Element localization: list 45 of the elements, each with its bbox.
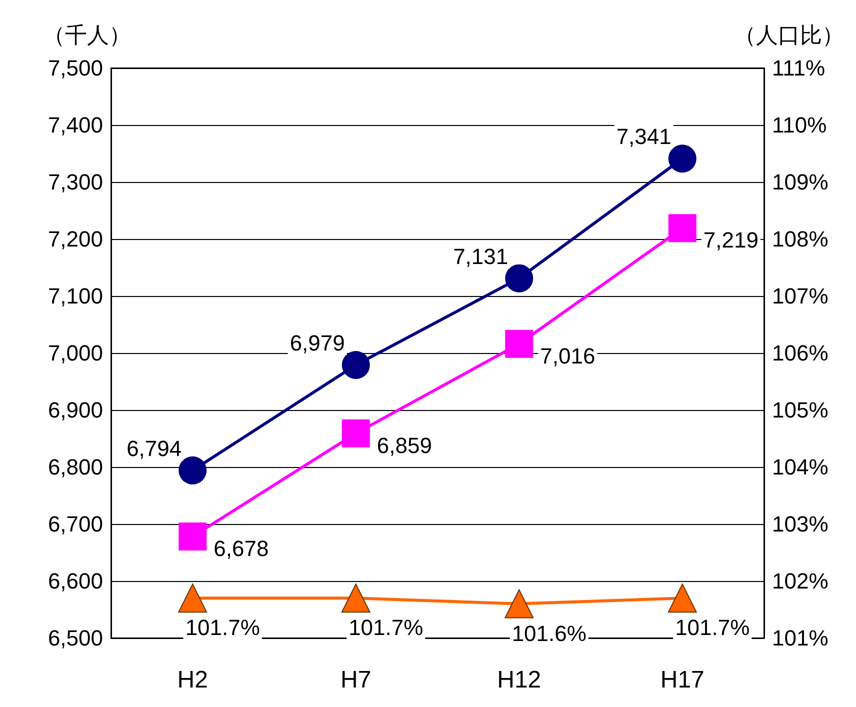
y2-tick-label: 111% xyxy=(772,56,826,80)
y2-tick-label: 108% xyxy=(772,226,828,252)
y2-tick-label: 101% xyxy=(772,626,828,650)
point xyxy=(342,419,370,448)
data-label: 101.6% xyxy=(512,620,586,646)
y-tick-label: 6,900 xyxy=(48,398,103,422)
x-tick-label: H12 xyxy=(497,666,542,694)
y-tick-label: 7,100 xyxy=(48,284,103,308)
data-label: 7,219 xyxy=(703,228,758,253)
data-label: 6,678 xyxy=(214,536,269,562)
y-axis-title: （千人） xyxy=(43,22,131,48)
y2-tick-label: 105% xyxy=(772,398,828,422)
data-label: 6,794 xyxy=(126,436,182,461)
x-tick-label: H17 xyxy=(660,666,704,694)
y-tick-label: 7,000 xyxy=(48,340,103,366)
data-label: 101.7% xyxy=(185,615,260,640)
data-label: 101.7% xyxy=(675,615,750,640)
y2-tick-label: 110% xyxy=(772,112,827,138)
data-label: 7,016 xyxy=(540,343,596,368)
data-label: 6,859 xyxy=(376,432,432,458)
y-tick-label: 6,600 xyxy=(48,568,103,594)
y-tick-label: 6,500 xyxy=(48,626,103,650)
y2-axis-title: （人口比） xyxy=(734,22,844,48)
data-label: 7,341 xyxy=(616,124,672,150)
y-tick-label: 7,500 xyxy=(48,56,103,80)
y2-tick-label: 103% xyxy=(772,512,828,536)
x-tick-label: H2 xyxy=(177,666,208,694)
y2-tick-label: 102% xyxy=(772,568,828,594)
data-label: 6,979 xyxy=(290,330,345,356)
y-tick-label: 6,800 xyxy=(48,454,103,480)
y2-tick-label: 107% xyxy=(772,284,828,308)
point xyxy=(668,214,696,242)
point xyxy=(505,264,534,292)
y2-tick-label: 106% xyxy=(772,340,828,366)
y-tick-label: 7,400 xyxy=(48,112,103,138)
x-tick-label: H7 xyxy=(340,666,372,694)
point xyxy=(505,330,534,358)
y-tick-label: 7,200 xyxy=(48,226,103,252)
y-tick-label: 6,700 xyxy=(48,512,103,536)
data-label: 101.7% xyxy=(348,615,424,640)
y2-tick-label: 104% xyxy=(772,454,828,480)
y2-tick-label: 109% xyxy=(772,170,828,194)
data-label: 7,131 xyxy=(453,244,508,269)
y-tick-label: 7,300 xyxy=(48,170,103,194)
point xyxy=(178,522,207,551)
